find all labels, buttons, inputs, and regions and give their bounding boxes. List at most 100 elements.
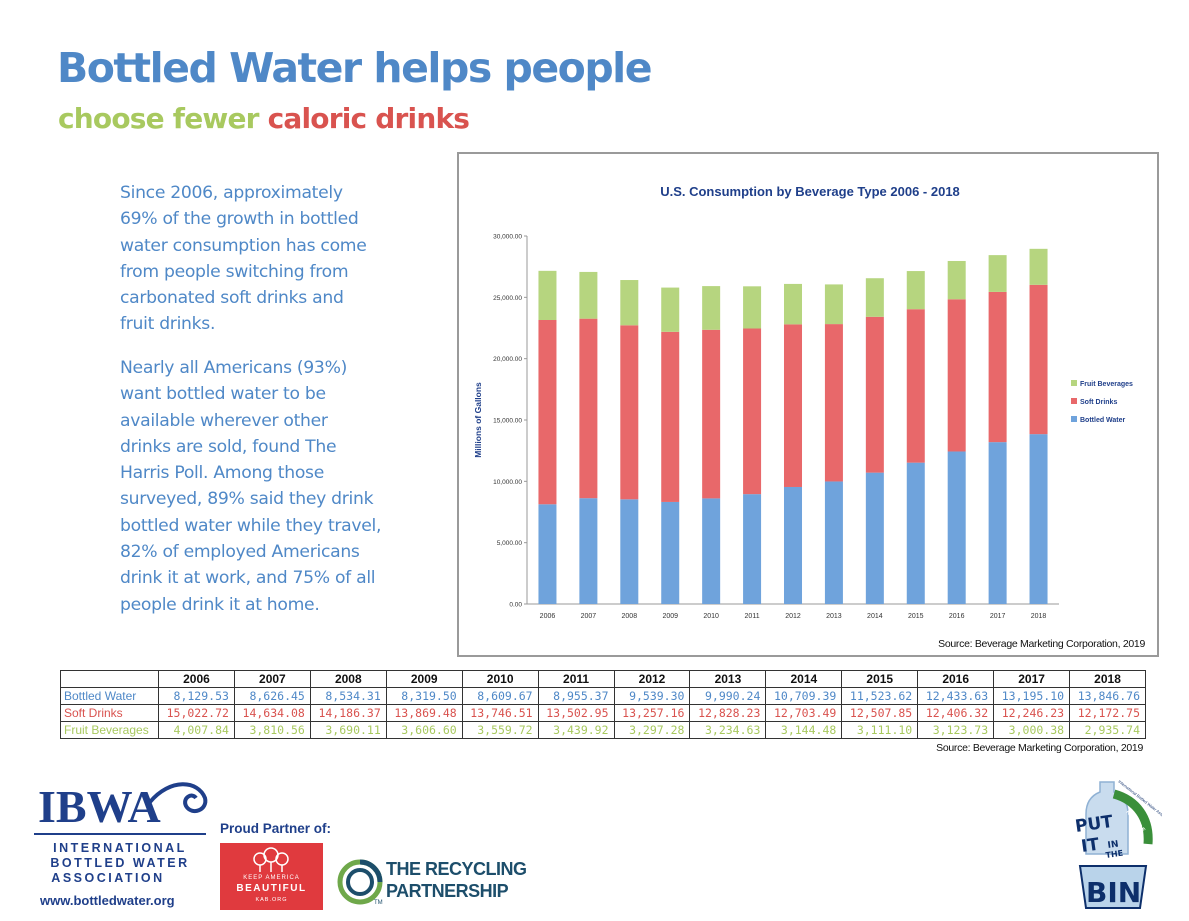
- bar-fruit-beverages: [661, 287, 680, 332]
- bar-bottled-water: [783, 486, 803, 604]
- table-cell: 8,534.31: [309, 687, 387, 705]
- recycling-partnership-icon: TM: [337, 859, 383, 906]
- bar-soft-drinks: [743, 328, 762, 495]
- table-year-header: 2006: [158, 670, 235, 688]
- bar-bottled-water: [661, 501, 680, 604]
- table-cell: 8,319.50: [385, 687, 463, 705]
- table-cell: 14,186.37: [309, 704, 387, 722]
- x-tick-label: 2011: [745, 613, 760, 620]
- ibwa-website-link[interactable]: www.bottledwater.org: [40, 893, 175, 908]
- x-tick-label: 2014: [867, 613, 883, 620]
- table-cell: 13,257.16: [613, 704, 691, 722]
- kab-url-text: KAB.ORG: [255, 897, 288, 903]
- bar-fruit-beverages: [947, 260, 966, 300]
- put-it-in-the-bin-logo: RECYCLE International Bottled Water Asso…: [1074, 779, 1162, 909]
- bin-in-text: IN: [1107, 840, 1119, 851]
- bar-soft-drinks: [947, 299, 966, 452]
- consumption-chart: U.S. Consumption by Beverage Type 2006 -…: [473, 184, 1133, 620]
- bar-fruit-beverages: [1029, 248, 1048, 285]
- tree-icon: [253, 847, 289, 872]
- table-cell: 3,439.92: [537, 721, 615, 739]
- bar-bottled-water: [1029, 434, 1048, 604]
- intro-paragraph: Since 2006, approximately 69% of the gro…: [120, 183, 367, 335]
- table-cell: 8,626.45: [233, 687, 311, 705]
- bar-soft-drinks: [988, 291, 1007, 443]
- bar-fruit-beverages: [743, 286, 762, 329]
- table-row-label: Soft Drinks: [60, 704, 159, 722]
- table-cell: 10,709.39: [765, 687, 843, 705]
- bar-fruit-beverages: [988, 255, 1007, 292]
- table-corner-cell: [60, 670, 159, 688]
- x-tick-label: 2008: [622, 613, 638, 620]
- x-tick-label: 2009: [662, 613, 678, 620]
- legend-swatch: [1071, 380, 1077, 386]
- table-header-row: 2006 2007 2008 2009 2010 2011 2012 2013 2014 2015…: [60, 670, 1146, 688]
- keep-america-beautiful-logo: KEEP AMERICA BEAUTIFUL KAB.ORG: [220, 843, 323, 910]
- page-title: Bottled Water helps people: [57, 44, 653, 92]
- bar-fruit-beverages: [906, 271, 925, 310]
- ibwa-acronym: IBWA: [38, 781, 161, 832]
- table-cell: 12,406.32: [917, 704, 995, 722]
- x-tick-label: 2007: [581, 613, 597, 620]
- table-cell: 14,634.08: [233, 704, 311, 722]
- x-tick-label: 2018: [1031, 613, 1047, 620]
- bar-fruit-beverages: [579, 271, 598, 319]
- table-year-header: 2008: [309, 670, 387, 688]
- bar-soft-drinks: [620, 325, 639, 500]
- table-year-header: 2012: [613, 670, 691, 688]
- bar-fruit-beverages: [865, 278, 884, 317]
- partner-label: Proud Partner of:: [220, 821, 332, 836]
- table-cell: 12,433.63: [917, 687, 995, 705]
- kab-big-text: BEAUTIFUL: [236, 883, 307, 894]
- table-year-header: 2011: [537, 670, 615, 688]
- x-tick-label: 2012: [785, 613, 801, 620]
- table-cell: 8,609.67: [461, 687, 539, 705]
- table-cell: 3,297.28: [613, 721, 691, 739]
- table-cell: 9,539.30: [613, 687, 691, 705]
- y-tick-label: 0.00: [509, 602, 522, 609]
- table-row-label: Fruit Beverages: [60, 721, 159, 739]
- table-cell: 4,007.84: [158, 721, 235, 739]
- table-row: Soft Drinks 15,022.72 14,634.08 14,186.37 13…: [60, 704, 1146, 722]
- page-subtitle: choose fewer caloric drinks: [58, 102, 470, 135]
- table-year-header: 2016: [917, 670, 995, 688]
- table-cell: 13,195.10: [993, 687, 1071, 705]
- table-year-header: 2018: [1069, 670, 1146, 688]
- bar-soft-drinks: [538, 319, 557, 505]
- x-tick-label: 2013: [826, 613, 842, 620]
- table-cell: 8,955.37: [537, 687, 615, 705]
- chart-title: U.S. Consumption by Beverage Type 2006 -…: [660, 184, 960, 199]
- subtitle-part-green: choose fewer: [58, 102, 259, 135]
- table-cell: 3,123.73: [917, 721, 995, 739]
- trp-line-2: PARTNERSHIP: [386, 881, 509, 901]
- bar-bottled-water: [743, 494, 762, 604]
- x-tick-label: 2017: [990, 613, 1006, 620]
- harris-poll-paragraph: Nearly all Americans (93%) want bottled …: [120, 358, 382, 615]
- bar-fruit-beverages: [620, 280, 639, 326]
- table-cell: 12,246.23: [993, 704, 1071, 722]
- bar-fruit-beverages: [538, 270, 557, 320]
- bar-bottled-water: [988, 442, 1007, 604]
- ibwa-line-3: ASSOCIATION: [51, 871, 164, 885]
- bar-bottled-water: [906, 462, 925, 604]
- bin-the-text: THE: [1105, 849, 1124, 860]
- y-tick-label: 15,000.00: [493, 418, 522, 425]
- bar-bottled-water: [538, 504, 557, 604]
- bar-soft-drinks: [906, 309, 925, 463]
- bar-bottled-water: [620, 499, 639, 604]
- table-cell: 15,022.72: [158, 704, 235, 722]
- table-cell: 3,810.56: [233, 721, 311, 739]
- ibwa-swoosh-icon: [148, 782, 208, 814]
- ibwa-line-1: INTERNATIONAL: [53, 841, 187, 855]
- kab-small-text: KEEP AMERICA: [243, 875, 300, 881]
- subtitle-part-red: caloric drinks: [267, 102, 470, 135]
- ibwa-logo: IBWA INTERNATIONAL BOTTLED WATER ASSOCIA…: [34, 781, 208, 885]
- y-tick-label: 20,000.00: [493, 356, 522, 363]
- table-year-header: 2013: [689, 670, 767, 688]
- recycle-ribbon-icon: [1112, 789, 1153, 845]
- trp-tm: TM: [374, 900, 383, 906]
- table-source: Source: Beverage Marketing Corporation, …: [936, 742, 1143, 754]
- table-cell: 12,828.23: [689, 704, 767, 722]
- table-cell: 12,703.49: [765, 704, 843, 722]
- bar-soft-drinks: [579, 318, 598, 499]
